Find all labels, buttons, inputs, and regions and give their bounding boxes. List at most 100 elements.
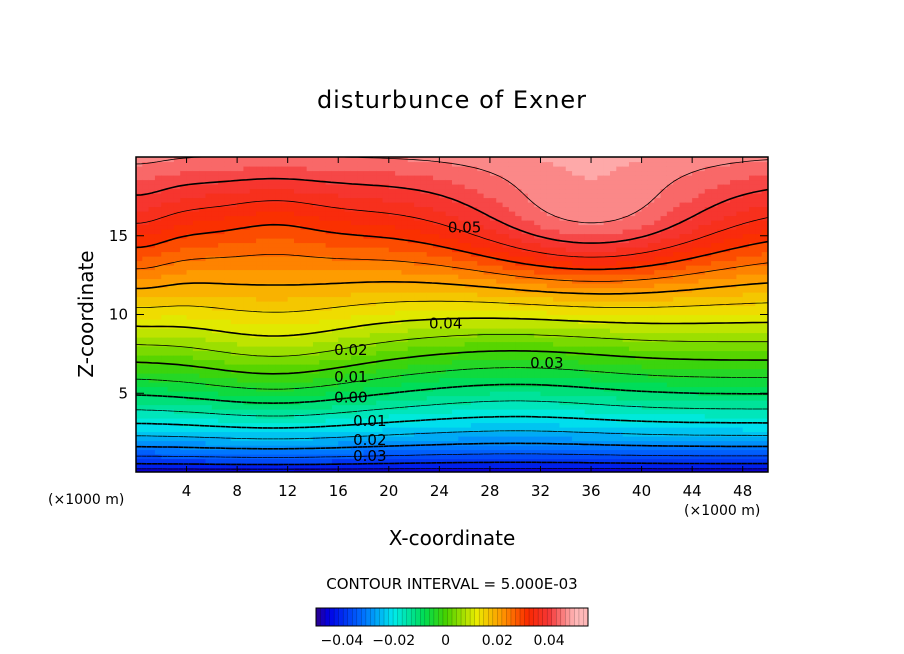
colorbar-segment [429, 608, 435, 626]
contour-label: 0.01 [353, 412, 386, 430]
x-tick-label: 8 [232, 482, 242, 500]
contour-line [136, 177, 768, 244]
colorbar-segment [433, 608, 439, 626]
colorbar-segment [538, 608, 544, 626]
colorbar-segment [406, 608, 412, 626]
colorbar-segment [402, 608, 408, 626]
colorbar-segment [470, 608, 476, 626]
colorbar-segment [501, 608, 507, 626]
y-tick-label: 10 [109, 306, 128, 324]
contour-line [136, 453, 768, 458]
x-axis-label: X-coordinate [388, 526, 516, 550]
contour-line [136, 281, 768, 295]
colorbar-segment [474, 608, 480, 626]
contour-line [136, 468, 768, 470]
contour-label: 0.04 [429, 314, 462, 332]
colorbar-segment [424, 608, 430, 626]
x-tick-label: 32 [531, 482, 550, 500]
colorbar-segment [529, 608, 534, 626]
x-tick-label: 48 [733, 482, 752, 500]
chart-title: disturbunce of Exner [316, 86, 588, 114]
colorbar-segment [547, 608, 553, 626]
colorbar-segment [479, 608, 485, 626]
contour-line [136, 223, 768, 271]
x-tick-label: 16 [329, 482, 348, 500]
colorbar-segment [578, 608, 584, 626]
colorbar-segment [365, 608, 371, 626]
colorbar-segment [438, 608, 444, 626]
contour-line [136, 461, 768, 466]
contour-line [136, 334, 768, 357]
colorbar-segment [492, 608, 498, 626]
y-tick-label: 15 [109, 227, 128, 245]
colorbar-segment [442, 608, 448, 626]
colorbar-segment [461, 608, 466, 626]
colorbar-segment [356, 608, 362, 626]
y-axis-label: Z-coordinate [74, 250, 98, 378]
contour-line [136, 430, 768, 440]
contour-line [136, 367, 768, 390]
colorbar-segment [411, 608, 417, 626]
colorbar-segment [488, 608, 494, 626]
contour-label: 0.00 [334, 388, 367, 406]
x-tick-label: 28 [480, 482, 499, 500]
colorbar-segment [569, 608, 575, 626]
contour-line [136, 442, 768, 450]
colorbar-segment [329, 608, 335, 626]
x-unit-left: (×1000 m) [48, 492, 125, 508]
x-tick-label: 36 [581, 482, 600, 500]
colorbar-segment [542, 608, 548, 626]
colorbar-segment [325, 608, 330, 626]
colorbar-segment [338, 608, 344, 626]
contour-line [136, 317, 768, 337]
colorbar-segment [420, 608, 426, 626]
contour-line [136, 383, 768, 404]
contour-label: 0.03 [530, 354, 563, 372]
x-tick-label: 12 [278, 482, 297, 500]
colorbar-segment [551, 608, 557, 626]
colorbar-segment [524, 608, 530, 626]
contour-line [136, 200, 768, 258]
contour-interval-text: CONTOUR INTERVAL = 5.000E-03 [326, 575, 578, 593]
colorbar-segment [352, 608, 358, 626]
colorbar-tick-label: −0.04 [320, 633, 363, 649]
colorbar-segment [361, 608, 367, 626]
contour-line [136, 415, 768, 429]
contour-label: 0.03 [353, 447, 386, 465]
colorbar-segment [452, 608, 457, 626]
x-tick-label: 4 [182, 482, 192, 500]
colorbar-segment [497, 608, 503, 626]
colorbar-segment [465, 608, 471, 626]
contour-line [136, 350, 768, 375]
colorbar-segment [483, 608, 489, 626]
colorbar-frame [315, 607, 589, 627]
contour-label: 0.05 [448, 218, 481, 236]
colorbar-segment [574, 608, 580, 626]
x-tick-label: 40 [632, 482, 651, 500]
colorbar-segment [533, 608, 539, 626]
colorbar-segment [447, 608, 453, 626]
colorbar-segment [520, 608, 525, 626]
contour-label: 0.02 [353, 431, 386, 449]
x-tick-label: 44 [683, 482, 702, 500]
contour-label: 0.01 [334, 368, 367, 386]
colorbar-segment [393, 608, 398, 626]
contour-line [136, 400, 768, 417]
colorbar-segment [565, 608, 571, 626]
colorbar-segment [334, 608, 340, 626]
colorbar-segment [384, 608, 389, 626]
colorbar-segment [556, 608, 562, 626]
colorbar-tick-label: 0.02 [482, 633, 513, 649]
colorbar-segment [415, 608, 421, 626]
colorbar-segment [320, 608, 326, 626]
colorbar-tick-label: 0.04 [534, 633, 565, 649]
colorbar-segment [343, 608, 349, 626]
colorbar-tick-label: 0 [441, 633, 450, 649]
y-tick-label: 5 [118, 384, 128, 402]
colorbar-segment [347, 608, 353, 626]
colorbar-segment [316, 608, 321, 626]
colorbar-segment [560, 608, 566, 626]
colorbar-segment [370, 608, 376, 626]
contour-line [136, 157, 768, 224]
